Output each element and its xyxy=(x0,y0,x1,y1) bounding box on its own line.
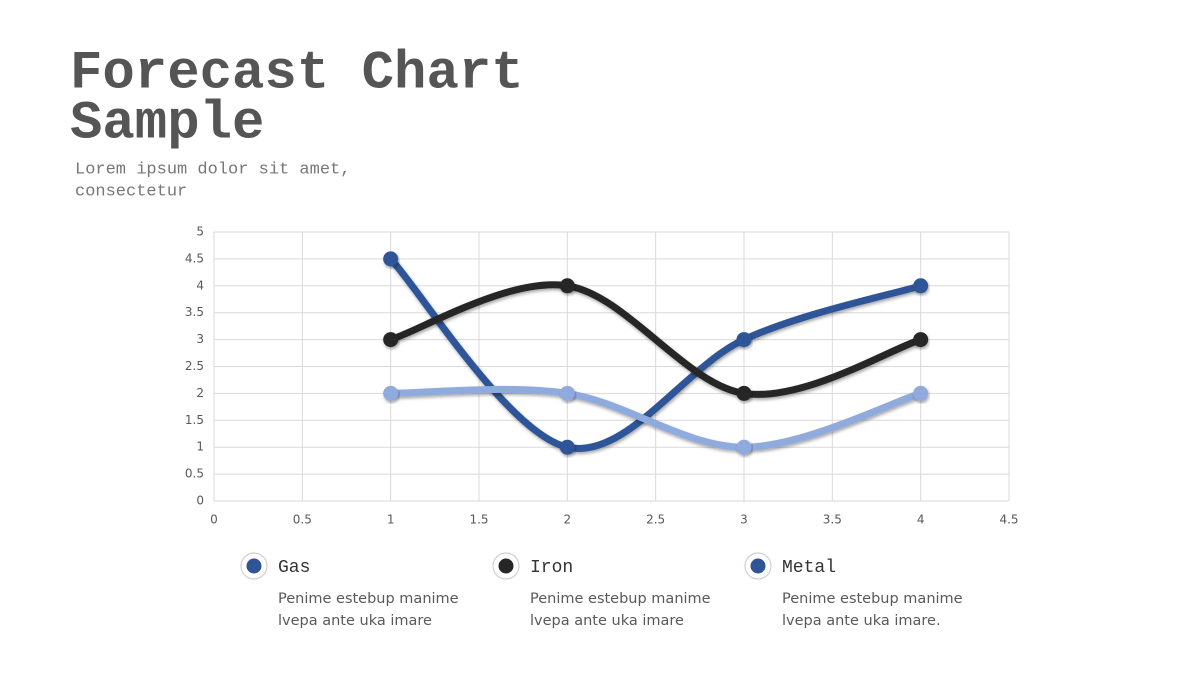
point xyxy=(736,385,752,401)
y-tick-label: 3.5 xyxy=(185,305,204,319)
legend-marker xyxy=(750,558,766,574)
legend-description: lvepa ante uka imare xyxy=(530,613,684,629)
x-tick-label: 2.5 xyxy=(646,513,665,527)
series-line xyxy=(387,255,925,452)
y-tick-label: 1.5 xyxy=(185,413,204,427)
point xyxy=(736,439,752,455)
legend-label: Iron xyxy=(530,558,573,578)
point xyxy=(559,278,575,294)
point xyxy=(383,385,399,401)
point xyxy=(736,332,752,348)
y-tick-label: 4 xyxy=(196,278,204,292)
subtitle: consectetur xyxy=(75,182,187,201)
legend-label: Metal xyxy=(782,558,836,578)
legend-description: Penime estebup manime xyxy=(278,591,459,607)
legend-marker xyxy=(498,558,514,574)
subtitle: Lorem ipsum dolor sit amet, xyxy=(75,160,350,179)
legend-marker xyxy=(246,558,262,574)
y-tick-label: 0 xyxy=(196,494,204,508)
x-tick-label: 2 xyxy=(564,513,572,527)
legend-description: Penime estebup manime xyxy=(782,591,963,607)
legend-label: Gas xyxy=(278,558,310,578)
x-tick-label: 1 xyxy=(387,513,395,527)
point xyxy=(913,385,929,401)
x-tick-label: 1.5 xyxy=(469,513,488,527)
y-tick-label: 2 xyxy=(196,386,204,400)
series-line xyxy=(387,385,925,451)
y-tick-label: 3 xyxy=(196,332,204,346)
legend-description: Penime estebup manime xyxy=(530,591,711,607)
title: Forecast Chart xyxy=(70,43,524,104)
point xyxy=(383,251,399,267)
x-tick-label: 0 xyxy=(210,513,218,527)
point xyxy=(913,278,929,294)
point xyxy=(383,332,399,348)
y-tick-label: 1 xyxy=(196,440,204,454)
x-tick-label: 4.5 xyxy=(999,513,1018,527)
point xyxy=(559,439,575,455)
series-line xyxy=(387,281,925,398)
title: Sample xyxy=(70,93,264,154)
y-tick-label: 5 xyxy=(196,225,204,239)
x-tick-label: 4 xyxy=(917,513,925,527)
y-tick-label: 2.5 xyxy=(185,359,204,373)
point xyxy=(913,332,929,348)
x-tick-label: 3.5 xyxy=(823,513,842,527)
legend-description: lvepa ante uka imare xyxy=(278,613,432,629)
point xyxy=(559,385,575,401)
x-tick-label: 3 xyxy=(740,513,748,527)
x-tick-label: 0.5 xyxy=(293,513,312,527)
legend-description: lvepa ante uka imare. xyxy=(782,613,941,629)
y-tick-label: 4.5 xyxy=(185,251,204,265)
y-tick-label: 0.5 xyxy=(185,467,204,481)
